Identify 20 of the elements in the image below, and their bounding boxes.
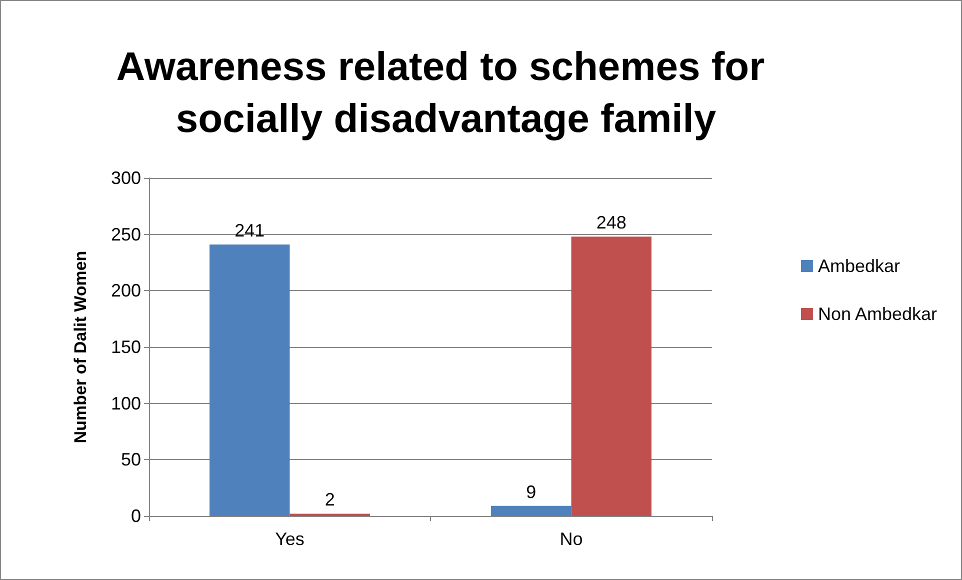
- bar: [491, 506, 572, 516]
- y-axis-title: Number of Dalit Women: [71, 250, 90, 444]
- bar: [571, 236, 652, 516]
- y-tick-label: 100: [110, 393, 141, 414]
- y-tick-label: 300: [110, 168, 141, 188]
- y-tick-label: 150: [110, 337, 141, 357]
- x-tick-label: No: [560, 529, 583, 549]
- chart-title: Awareness related to schemes for socially disadvantage family: [116, 45, 776, 141]
- data-label: 241: [234, 220, 265, 240]
- legend-label: Ambedkar: [818, 256, 900, 276]
- y-tick-label: 0: [130, 506, 141, 526]
- legend-label: Non Ambedkar: [818, 304, 938, 324]
- y-tick-label: 50: [120, 450, 141, 470]
- x-tick-label: Yes: [275, 529, 304, 549]
- data-label: 9: [526, 482, 536, 502]
- y-tick-label: 200: [110, 280, 141, 301]
- y-tick-label: 250: [110, 224, 141, 244]
- bar: [210, 244, 290, 516]
- data-label: 2: [324, 490, 335, 510]
- data-label: 248: [596, 212, 626, 233]
